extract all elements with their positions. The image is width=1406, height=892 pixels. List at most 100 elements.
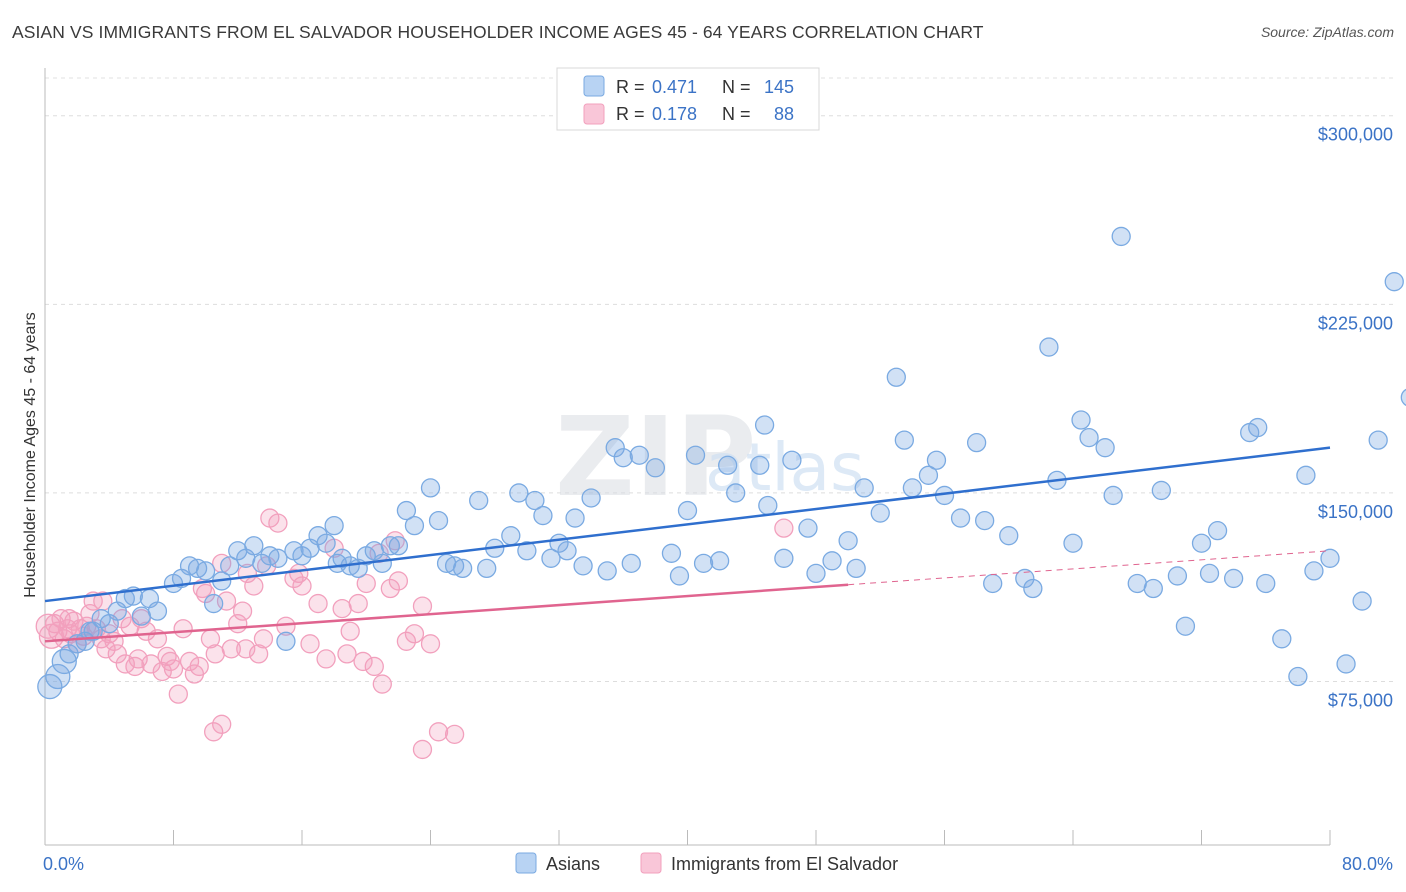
point-asians-142 — [131, 606, 152, 626]
point-asians-39 — [372, 553, 392, 573]
point-asians-63 — [597, 561, 617, 581]
point-asians-87 — [854, 478, 874, 498]
point-salvador-73 — [428, 722, 449, 742]
bottom-legend-salvador: Immigrants from El Salvador — [671, 854, 898, 874]
point-asians-59 — [557, 541, 577, 561]
point-asians-114 — [1175, 616, 1196, 636]
point-salvador-50 — [268, 513, 288, 533]
point-salvador-17 — [96, 639, 116, 659]
point-salvador-69 — [420, 634, 441, 654]
point-salvador-48 — [253, 629, 274, 649]
point-asians-13 — [147, 601, 168, 621]
y-tick-labels: $75,000 $150,000 $225,000 $300,000 — [1318, 125, 1393, 711]
point-asians-3 — [59, 644, 79, 664]
point-asians-80 — [774, 548, 794, 568]
point-salvador-67 — [404, 624, 425, 644]
point-asians-86 — [846, 558, 866, 579]
point-asians-96 — [966, 432, 987, 453]
point-asians-68 — [645, 458, 666, 478]
bottom-legend-swatch-salvador — [640, 852, 662, 874]
legend-n-label-asians: N = — [722, 77, 751, 97]
point-salvador-70 — [204, 722, 224, 742]
point-asians-124 — [1296, 465, 1316, 485]
point-salvador-42 — [221, 639, 241, 659]
point-salvador-78 — [289, 563, 309, 584]
point-asians-101 — [1023, 578, 1043, 599]
axes — [44, 68, 1331, 846]
point-asians-130 — [1384, 272, 1404, 292]
legend-r-label-salvador: R = — [616, 104, 645, 124]
point-asians-18 — [204, 593, 224, 614]
point-asians-71 — [677, 500, 698, 521]
point-salvador-65 — [388, 571, 409, 591]
point-asians-122 — [1272, 629, 1292, 649]
point-asians-88 — [870, 503, 890, 523]
point-asians-92 — [918, 465, 939, 485]
point-salvador-56 — [316, 649, 336, 669]
trend-line-asians — [44, 446, 1331, 603]
point-salvador-33 — [173, 619, 193, 639]
point-asians-29 — [292, 546, 312, 566]
point-asians-54 — [517, 541, 537, 561]
point-salvador-75 — [236, 639, 256, 659]
point-asians-82 — [798, 518, 818, 538]
point-salvador-64 — [380, 578, 400, 599]
point-asians-111 — [1143, 578, 1163, 599]
point-asians-89 — [886, 367, 906, 387]
trend-line-salvador-extension — [848, 550, 1331, 586]
point-salvador-58 — [332, 598, 352, 619]
point-asians-127 — [1336, 654, 1356, 674]
point-asians-5 — [75, 631, 95, 651]
legend-r-value-salvador: 0.178 — [652, 104, 697, 124]
point-asians-102 — [1039, 337, 1059, 357]
legend-r-value-asians: 0.471 — [652, 77, 697, 97]
point-asians-41 — [388, 536, 409, 556]
point-asians-75 — [718, 455, 738, 475]
point-asians-118 — [1223, 568, 1244, 589]
point-asians-78 — [754, 415, 775, 435]
point-asians-76 — [726, 483, 746, 503]
point-salvador-20 — [107, 644, 127, 664]
point-asians-121 — [1256, 573, 1276, 594]
legend-n-label-salvador: N = — [722, 104, 751, 124]
series-salvador-points — [35, 508, 794, 760]
point-asians-65 — [613, 448, 633, 468]
point-salvador-29 — [152, 661, 172, 682]
bottom-legend-asians: Asians — [546, 854, 600, 874]
point-asians-57 — [541, 548, 561, 568]
point-asians-64 — [605, 438, 625, 458]
point-salvador-44 — [232, 601, 253, 621]
watermark-atlas: atlas — [705, 429, 865, 506]
point-asians-53 — [509, 483, 529, 503]
point-asians-56 — [533, 505, 553, 526]
point-asians-50 — [477, 558, 497, 579]
point-asians-32 — [316, 533, 336, 553]
point-asians-74 — [709, 551, 730, 571]
point-asians-143 — [179, 556, 200, 576]
point-asians-125 — [1304, 561, 1324, 581]
point-salvador-26 — [136, 621, 156, 641]
point-asians-77 — [750, 455, 770, 475]
y-tick-label-75000: $75,000 — [1328, 691, 1393, 711]
point-asians-27 — [276, 631, 296, 651]
point-asians-23 — [244, 536, 264, 556]
point-salvador-68 — [412, 596, 433, 616]
point-asians-108 — [1103, 485, 1123, 506]
point-asians-42 — [396, 500, 417, 521]
point-asians-115 — [1191, 533, 1212, 553]
x-tick-label-max: 80.0% — [1342, 854, 1393, 874]
point-asians-100 — [1015, 568, 1035, 589]
point-asians-120 — [1248, 417, 1268, 438]
point-asians-129 — [1368, 430, 1388, 450]
point-asians-144 — [327, 553, 347, 573]
point-salvador-32 — [168, 684, 188, 704]
point-asians-55 — [525, 490, 545, 511]
point-asians-107 — [1095, 438, 1115, 458]
point-salvador-74 — [444, 724, 465, 745]
point-salvador-72 — [412, 739, 433, 760]
point-asians-17 — [195, 561, 216, 581]
point-salvador-53 — [292, 576, 312, 596]
point-salvador-59 — [340, 621, 360, 641]
chart-title: ASIAN VS IMMIGRANTS FROM EL SALVADOR HOU… — [12, 22, 984, 42]
